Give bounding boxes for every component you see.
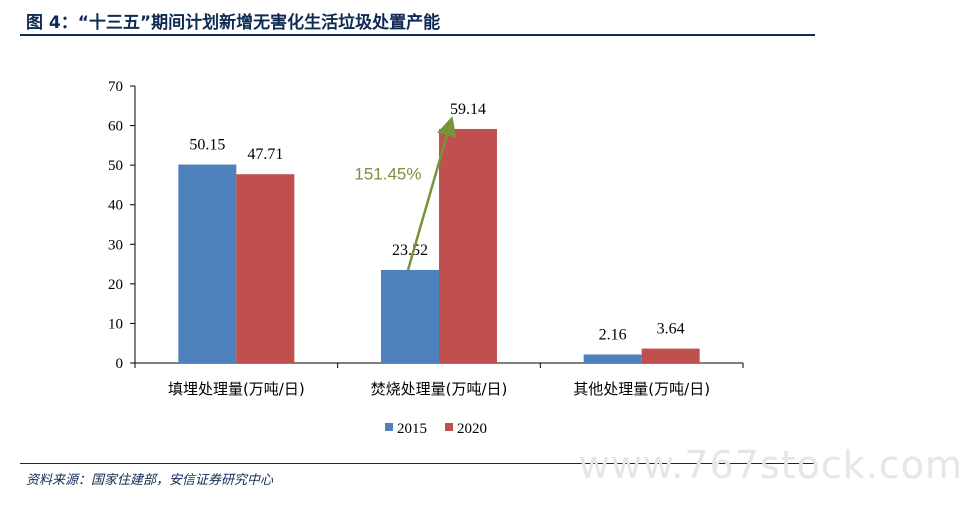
source-note: 资料来源：国家住建部，安信证券研究中心: [26, 473, 274, 488]
figure-title: 图 4：“十三五”期间计划新增无害化生活垃圾处置产能: [26, 13, 441, 33]
growth-annotation: 151.45%: [354, 116, 457, 271]
bar-2020-2: [439, 128, 497, 363]
y-tick-label: 40: [108, 198, 123, 214]
data-label: 3.64: [657, 321, 685, 338]
data-label: 50.15: [189, 137, 225, 154]
data-label: 2.16: [599, 326, 627, 343]
bars: [178, 128, 700, 363]
data-label: 59.14: [450, 101, 486, 118]
legend-label-2020: 2020: [457, 421, 487, 437]
bar-2015-3: [583, 354, 642, 363]
y-tick-label: 20: [108, 277, 123, 293]
bar-2020-3: [641, 348, 700, 363]
legend-label-2015: 2015: [397, 421, 427, 437]
y-tick-label: 70: [108, 79, 123, 95]
y-tick-label: 10: [108, 316, 123, 332]
growth-arrow: [406, 116, 457, 271]
source-divider: [20, 463, 815, 464]
y-axis: 0 10 20 30 40 50 60 70: [108, 79, 136, 372]
growth-label: 151.45%: [354, 164, 421, 183]
data-label: 47.71: [247, 146, 283, 163]
x-category-label: 其他处理量(万吨/日): [573, 380, 710, 398]
bar-2020-1: [236, 174, 295, 363]
y-tick-label: 0: [116, 356, 124, 372]
y-tick-label: 60: [108, 119, 123, 135]
legend: 2015 2020: [385, 421, 487, 437]
data-label: 23.52: [392, 242, 428, 259]
x-category-label: 焚烧处理量(万吨/日): [371, 380, 508, 398]
bar-2015-2: [381, 269, 439, 363]
legend-swatch-2015: [385, 423, 393, 431]
y-tick-label: 50: [108, 158, 123, 174]
data-labels: 50.15 23.52 2.16 47.71 59.14 3.64: [189, 101, 684, 343]
watermark: www.767stock.com: [578, 443, 963, 487]
x-axis: 填埋处理量(万吨/日) 焚烧处理量(万吨/日) 其他处理量(万吨/日): [134, 362, 744, 398]
bar-2015-1: [178, 164, 237, 363]
x-category-label: 填埋处理量(万吨/日): [168, 380, 305, 398]
legend-swatch-2020: [445, 423, 453, 431]
y-tick-label: 30: [108, 237, 123, 253]
title-divider: [20, 34, 815, 36]
